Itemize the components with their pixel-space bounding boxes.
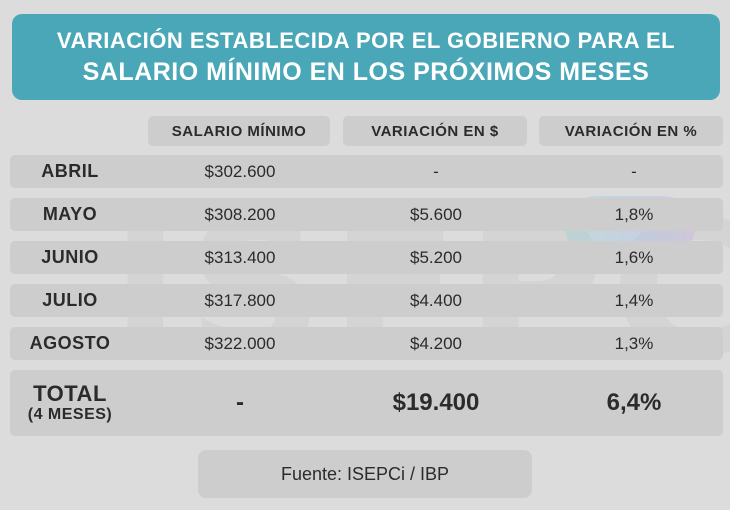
source-note: Fuente: ISEPCi / IBP xyxy=(198,450,532,498)
variation-amount: $5.200 xyxy=(410,247,462,267)
variation-percent: - xyxy=(631,161,637,181)
title-line-2: SALARIO MÍNIMO EN LOS PRÓXIMOS MESES xyxy=(82,58,650,86)
total-label: TOTAL (4 MESES) xyxy=(10,370,130,436)
variation-amount: - xyxy=(433,161,439,181)
salary-value: $317.800 xyxy=(204,290,276,310)
title-line-1: VARIACIÓN ESTABLECIDA POR EL GOBIERNO PA… xyxy=(56,28,676,53)
variation-amount: $5.600 xyxy=(410,204,462,224)
total-salary: - xyxy=(236,389,244,416)
variation-percent: 1,4% xyxy=(614,290,654,310)
table-row: JULIO $317.800 $4.400 1,4% xyxy=(10,284,723,317)
month-label: JULIO xyxy=(42,290,98,310)
column-header-variation-percent: VARIACIÓN EN % xyxy=(539,116,723,146)
title-banner: VARIACIÓN ESTABLECIDA POR EL GOBIERNO PA… xyxy=(12,14,720,100)
table-row: JUNIO $313.400 $5.200 1,6% xyxy=(10,241,723,274)
total-variation-amount: $19.400 xyxy=(392,389,480,416)
salary-value: $313.400 xyxy=(204,247,276,267)
variation-amount: $4.400 xyxy=(410,290,462,310)
variation-percent: 1,6% xyxy=(614,247,654,267)
month-label: JUNIO xyxy=(41,247,99,267)
total-title: TOTAL xyxy=(33,381,107,406)
total-row: TOTAL (4 MESES) - $19.400 6,4% xyxy=(10,370,723,436)
column-header-salary: SALARIO MÍNIMO xyxy=(148,116,330,146)
variation-percent: 1,3% xyxy=(614,333,654,353)
table-row: ABRIL $302.600 - - xyxy=(10,155,723,188)
salary-value: $302.600 xyxy=(204,161,276,181)
month-label: ABRIL xyxy=(41,161,99,181)
month-label: AGOSTO xyxy=(29,333,111,353)
total-period: (4 MESES) xyxy=(27,406,113,423)
month-label: MAYO xyxy=(42,204,98,224)
table-row: AGOSTO $322.000 $4.200 1,3% xyxy=(10,327,723,360)
table-row: MAYO $308.200 $5.600 1,8% xyxy=(10,198,723,231)
variation-percent: 1,8% xyxy=(614,204,654,224)
column-header-variation-amount: VARIACIÓN EN $ xyxy=(343,116,527,146)
variation-amount: $4.200 xyxy=(410,333,462,353)
salary-value: $322.000 xyxy=(204,333,276,353)
salary-value: $308.200 xyxy=(204,204,276,224)
total-variation-percent: 6,4% xyxy=(606,389,662,416)
